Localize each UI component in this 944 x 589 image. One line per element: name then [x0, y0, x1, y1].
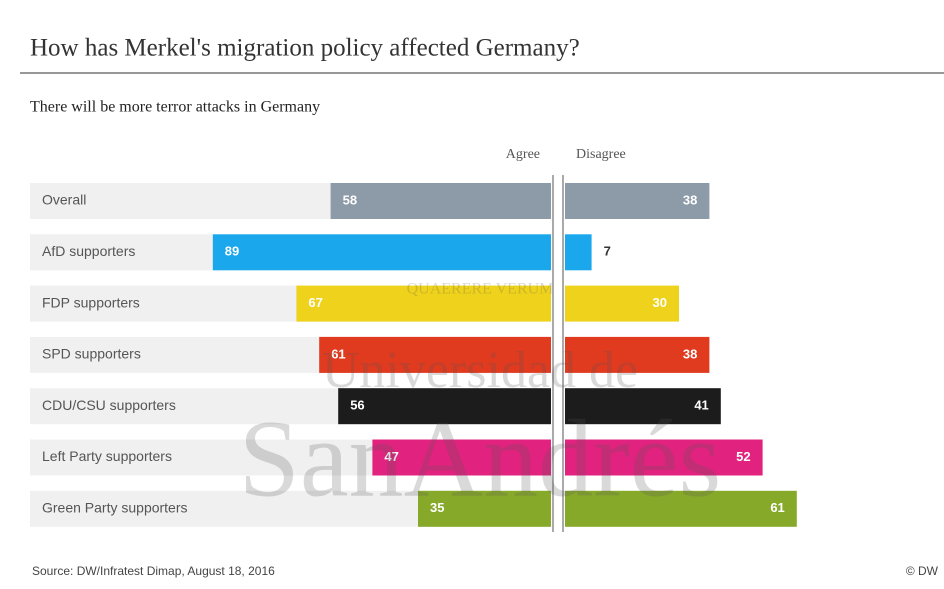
value-label: 61: [770, 500, 784, 515]
watermark-text: Universidad de: [322, 342, 638, 399]
bar-disagree: [565, 234, 592, 271]
legend-disagree: Disagree: [576, 147, 626, 162]
value-label: 7: [604, 244, 611, 259]
bar-disagree: [565, 183, 710, 219]
value-label: 30: [653, 295, 667, 310]
category-label: AfD supporters: [42, 243, 135, 259]
credit: © DW: [906, 564, 939, 578]
bar-agree: [212, 234, 552, 271]
value-label: 38: [683, 192, 697, 207]
watermark-text: QUAERERE VERUM: [407, 281, 554, 298]
value-label: 38: [683, 346, 697, 361]
watermark-text: SanAndrés: [239, 397, 722, 519]
bar-disagree: [565, 285, 679, 322]
bar-agree: [296, 285, 551, 322]
bar-agree: [418, 490, 551, 527]
value-label: 58: [343, 192, 357, 207]
bar-agree: [372, 439, 551, 476]
category-label: SPD supporters: [42, 346, 141, 362]
value-label: 67: [308, 295, 322, 310]
bar-agree: [330, 183, 551, 219]
source: Source: DW/Infratest Dimap, August 18, 2…: [32, 564, 275, 578]
value-label: 89: [225, 244, 239, 259]
category-label: Green Party supporters: [42, 500, 188, 516]
value-label: 56: [350, 398, 364, 413]
bar-agree: [338, 388, 551, 425]
value-label: 35: [430, 500, 444, 515]
category-label: CDU/CSU supporters: [42, 397, 176, 413]
category-label: FDP supporters: [42, 294, 140, 310]
value-label: 47: [384, 449, 398, 464]
chart-title: How has Merkel's migration policy affect…: [30, 35, 580, 62]
bar-disagree: [565, 388, 721, 425]
value-label: 41: [694, 398, 708, 413]
value-label: 52: [736, 449, 750, 464]
legend-agree: Agree: [506, 147, 540, 162]
chart-subtitle: There will be more terror attacks in Ger…: [30, 99, 320, 116]
bar-disagree: [565, 490, 797, 527]
category-label: Left Party supporters: [42, 448, 172, 464]
bar-disagree: [565, 336, 710, 373]
bar-disagree: [565, 439, 763, 476]
watermark: QUAERERE VERUM Universidad de SanAndrés: [239, 281, 722, 520]
value-label: 61: [331, 346, 345, 361]
bar-agree: [319, 336, 551, 373]
category-label: Overall: [42, 192, 86, 208]
